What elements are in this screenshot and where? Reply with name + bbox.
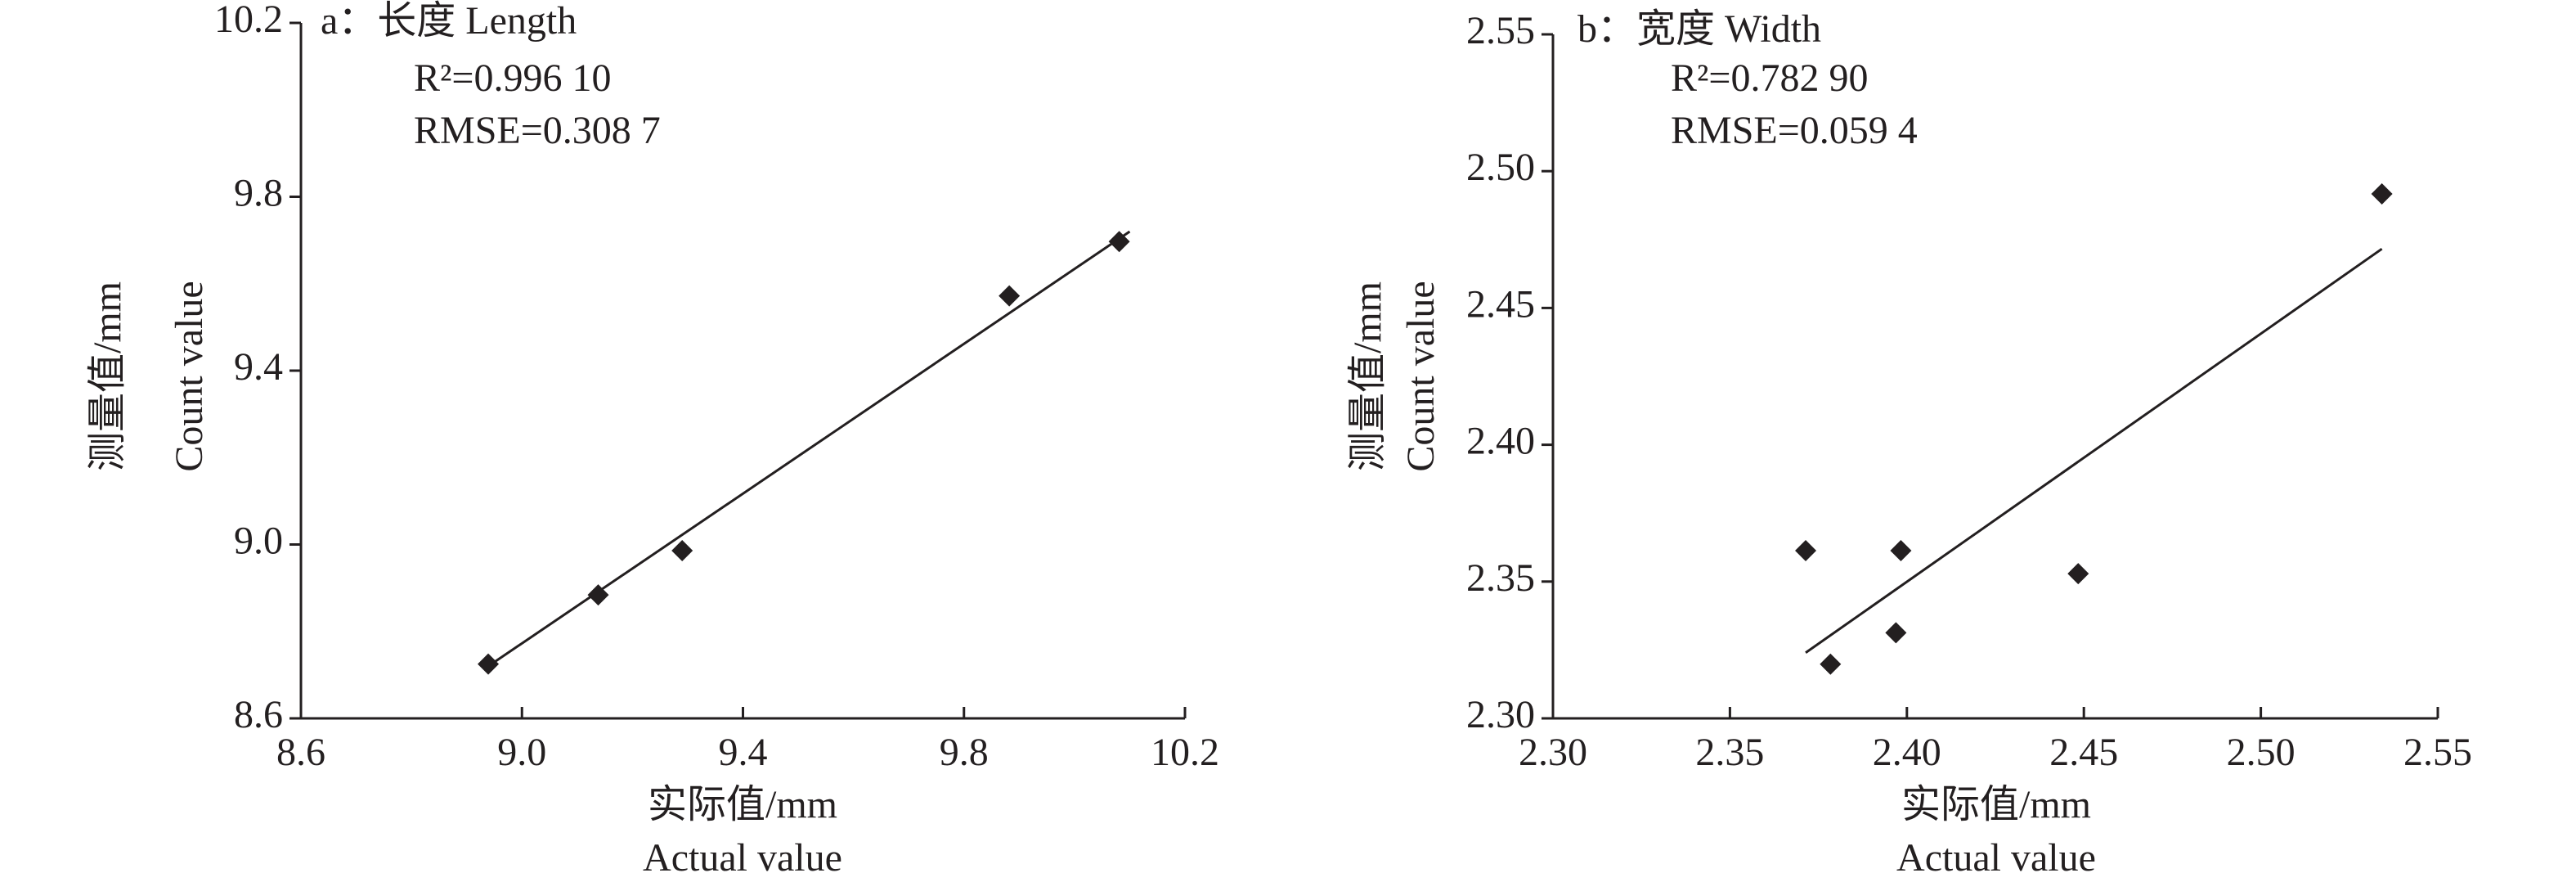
x-tick-label: 2.45 bbox=[2049, 731, 2118, 774]
point bbox=[2371, 182, 2393, 205]
point bbox=[1108, 231, 1130, 253]
chart-panel: 8.6 9.0 9.4 9.8 10.2 8.6 9.0 9.4 9.8 10.2 a：长度 Len… bbox=[86, 0, 1219, 880]
y-tick-label: 2.50 bbox=[1466, 146, 1535, 189]
y-tick-label: 9.8 bbox=[234, 172, 283, 215]
x-axis-label: Actual value bbox=[643, 836, 842, 880]
point bbox=[671, 539, 693, 561]
x-tick-label: 9.0 bbox=[497, 731, 546, 774]
point bbox=[1890, 540, 1912, 562]
x-axis-label: Actual value bbox=[1896, 836, 2096, 880]
x-tick-label: 8.6 bbox=[276, 731, 325, 774]
point bbox=[587, 584, 609, 606]
x-axis-label: 实际值/mm bbox=[648, 783, 837, 826]
annotation: R²=0.996 10 bbox=[414, 56, 611, 100]
y-tick-label: 2.30 bbox=[1466, 693, 1535, 736]
y-tick-label: 9.0 bbox=[234, 520, 283, 563]
fit-line bbox=[1805, 247, 2383, 654]
x-tick-label: 9.4 bbox=[719, 731, 768, 774]
chart-title: a：长度 Length bbox=[321, 0, 577, 43]
annotation: RMSE=0.308 7 bbox=[414, 109, 661, 152]
y-tick-label: 10.2 bbox=[214, 0, 283, 41]
point bbox=[1795, 540, 1817, 562]
x-tick-label: 10.2 bbox=[1151, 731, 1219, 774]
y-tick-label: 2.35 bbox=[1466, 556, 1535, 600]
x-tick-label: 2.50 bbox=[2227, 731, 2296, 774]
x-tick-label: 2.40 bbox=[1873, 731, 1941, 774]
x-tick-label: 9.8 bbox=[940, 731, 989, 774]
y-axis-label: 测量值/mm bbox=[86, 281, 129, 471]
x-tick-label: 2.55 bbox=[2403, 731, 2472, 774]
y-tick-label: 2.40 bbox=[1466, 420, 1535, 463]
y-tick-label: 2.55 bbox=[1466, 9, 1535, 52]
point bbox=[1885, 622, 1907, 644]
point bbox=[2067, 563, 2089, 585]
x-axis-label: 实际值/mm bbox=[1901, 783, 2091, 826]
y-tick-label: 2.45 bbox=[1466, 282, 1535, 326]
annotation: RMSE=0.059 4 bbox=[1671, 109, 1918, 152]
point bbox=[1820, 653, 1842, 675]
y-tick-label: 9.4 bbox=[234, 345, 283, 389]
x-tick-label: 2.30 bbox=[1519, 731, 1587, 774]
point bbox=[478, 653, 500, 675]
y-axis-label: Count value bbox=[1399, 281, 1443, 471]
y-tick-label: 8.6 bbox=[234, 693, 283, 736]
chart-panel: 2.30 2.35 2.40 2.45 2.50 2.55 2.30 2.35 2.40 2.45… bbox=[1346, 7, 2472, 880]
y-axis-label: 测量值/mm bbox=[1346, 281, 1389, 471]
chart-title: b：宽度 Width bbox=[1577, 7, 1821, 51]
fit-line bbox=[487, 230, 1131, 668]
x-tick-label: 2.35 bbox=[1695, 731, 1764, 774]
annotation: R²=0.782 90 bbox=[1671, 56, 1868, 100]
point bbox=[999, 285, 1021, 307]
y-axis-label: Count value bbox=[168, 281, 211, 471]
